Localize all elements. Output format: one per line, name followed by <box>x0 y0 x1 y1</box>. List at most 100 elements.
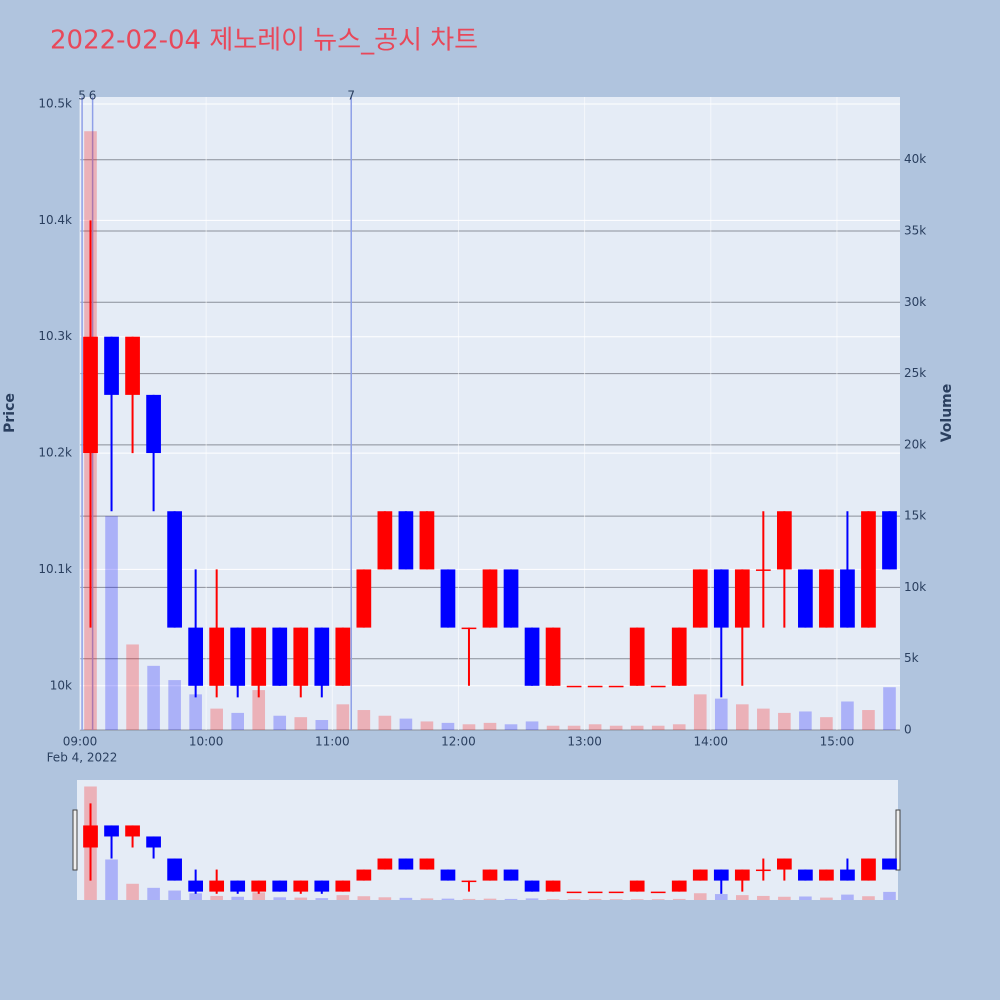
volume-bar <box>525 721 539 730</box>
volume-bar <box>357 710 371 730</box>
volume-bar-mini <box>105 859 118 900</box>
volume-bar <box>546 725 560 730</box>
candle-body-mini <box>650 891 666 894</box>
candle-body <box>398 511 414 570</box>
candle-body-mini <box>377 858 393 870</box>
volume-bar <box>210 708 223 730</box>
candle-body-mini <box>440 869 456 881</box>
volume-bar <box>168 680 181 730</box>
volume-bar-mini <box>504 898 518 900</box>
volume-bar <box>567 725 581 730</box>
candle-body-mini <box>692 869 708 881</box>
news-label: 5 <box>78 89 86 103</box>
y2-tick-label: 35k <box>904 224 926 238</box>
x-tick-label: 13:00 <box>567 735 602 749</box>
news-label: 6 <box>89 89 97 103</box>
volume-bar <box>105 516 118 730</box>
candle-body <box>650 685 666 688</box>
y2-tick-label: 5k <box>904 651 919 665</box>
x-tick-label: 10:00 <box>189 735 224 749</box>
candle-body <box>734 569 750 628</box>
volume-bar-mini <box>399 897 413 900</box>
volume-bar-mini <box>862 896 875 900</box>
candle-body-mini <box>314 880 330 892</box>
candle-body-mini <box>272 880 288 892</box>
volume-bar-mini <box>357 896 371 900</box>
slider-handle[interactable] <box>72 809 78 871</box>
candle-body <box>335 627 351 686</box>
candle-body-mini <box>83 825 98 848</box>
volume-bar <box>672 724 686 730</box>
x-date-label: Feb 4, 2022 <box>47 751 118 765</box>
candle-body-mini <box>335 880 351 892</box>
candle-body <box>272 627 288 686</box>
volume-bar <box>757 708 770 730</box>
y-axis-title: Price <box>2 393 18 433</box>
candle-body <box>629 627 645 686</box>
volume-bar-mini <box>168 890 181 900</box>
chart-title: 2022-02-04 제노레이 뉴스_공시 차트 <box>50 26 478 56</box>
candle-body-mini <box>503 869 519 881</box>
x-tick-label: 14:00 <box>693 735 728 749</box>
candle-body <box>777 511 792 570</box>
candle-body-mini <box>734 869 750 881</box>
volume-bar-mini <box>693 893 707 900</box>
candle-body <box>419 511 435 570</box>
y2-tick-label: 30k <box>904 295 926 309</box>
volume-bar-mini <box>736 895 749 900</box>
volume-bar-mini <box>315 898 329 900</box>
candle-body <box>293 627 309 686</box>
volume-bar-mini <box>778 896 791 900</box>
candle-body <box>167 511 182 628</box>
y2-tick-label: 25k <box>904 366 926 380</box>
y2-tick-label: 0 <box>904 723 912 737</box>
candle-body <box>692 569 708 628</box>
candle-body-mini <box>798 869 813 881</box>
volume-bar-mini <box>252 892 266 900</box>
volume-bar-mini <box>462 898 476 900</box>
y-tick-label: 10.2k <box>38 446 72 460</box>
volume-bar <box>820 717 833 730</box>
candle-body-mini <box>146 836 161 848</box>
candle-body <box>377 511 393 570</box>
news-label: 7 <box>347 89 355 103</box>
candle-body-mini <box>398 858 414 870</box>
volume-bar <box>294 717 308 730</box>
volume-bar-mini <box>378 897 392 900</box>
volume-bar <box>147 665 160 730</box>
volume-bar <box>799 711 812 730</box>
candle-body <box>146 394 161 454</box>
volume-bar-mini <box>567 899 581 900</box>
y2-axis-title: Volume <box>939 384 955 443</box>
volume-bar <box>231 712 244 730</box>
volume-bar <box>714 698 728 730</box>
candle-body <box>524 627 540 686</box>
volume-bar-mini <box>189 893 202 900</box>
volume-bar-mini <box>714 894 728 900</box>
volume-bar <box>588 724 602 730</box>
candle-body-mini <box>419 858 435 870</box>
volume-bar-mini <box>210 895 223 900</box>
volume-bar <box>252 690 266 730</box>
volume-bar-mini <box>294 897 308 900</box>
volume-bar <box>273 715 287 730</box>
candle-body-mini <box>104 825 119 837</box>
volume-bar-mini <box>546 899 560 900</box>
candle-body-mini <box>209 880 225 892</box>
volume-bar <box>441 722 455 730</box>
candle-body-mini <box>356 869 372 881</box>
candle-body <box>819 569 834 628</box>
candle-body <box>545 627 561 686</box>
candle-body-mini <box>587 891 603 894</box>
volume-bar-mini <box>273 897 287 900</box>
y-tick-label: 10.1k <box>38 562 72 576</box>
y-tick-label: 10.4k <box>38 213 72 227</box>
slider-handle[interactable] <box>895 809 901 871</box>
candle-body-mini <box>461 880 477 883</box>
candle-body-mini <box>293 880 309 892</box>
volume-bar-mini <box>630 899 644 900</box>
candle-body <box>503 569 519 628</box>
candle-body-mini <box>482 869 498 881</box>
volume-bar-mini <box>588 898 602 900</box>
candle-body <box>251 627 267 686</box>
